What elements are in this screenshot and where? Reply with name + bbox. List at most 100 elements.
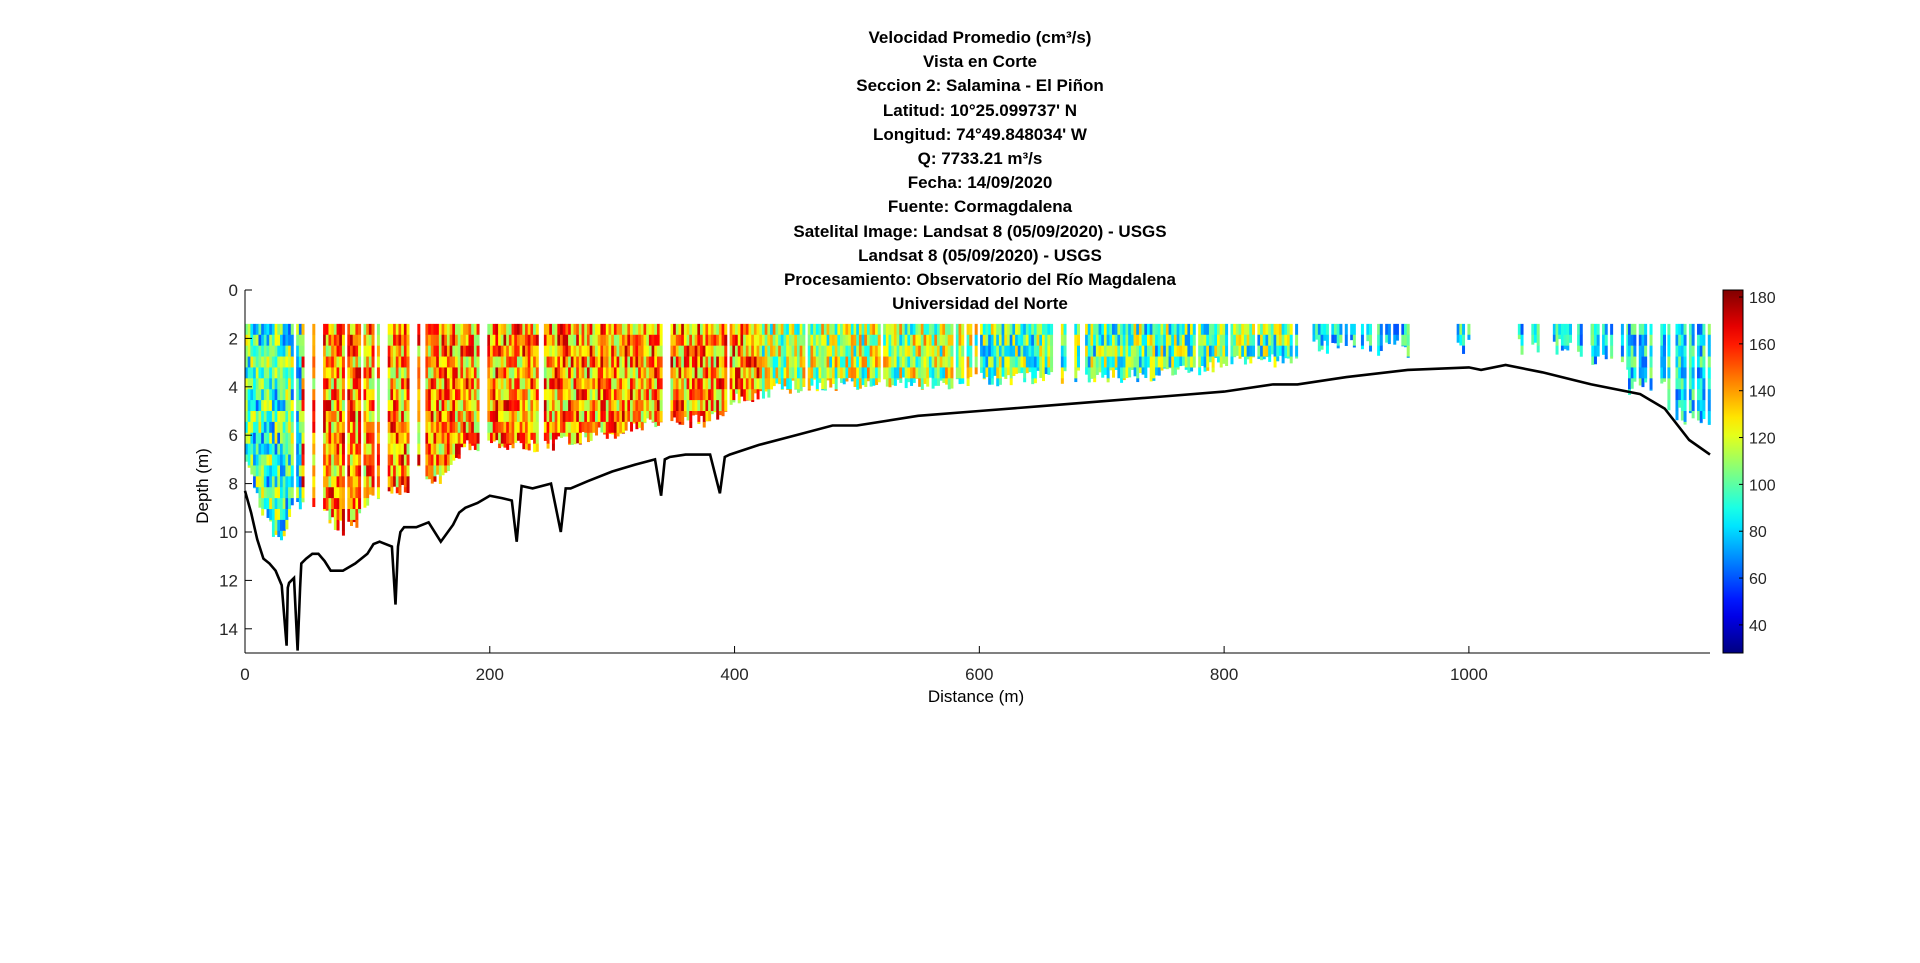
velocity-cell bbox=[1707, 400, 1711, 412]
velocity-cell bbox=[891, 367, 895, 379]
velocity-cell bbox=[473, 432, 477, 444]
velocity-cell bbox=[1295, 356, 1299, 359]
velocity-cell bbox=[780, 334, 784, 346]
velocity-cell bbox=[393, 411, 397, 423]
velocity-cell bbox=[1200, 323, 1204, 336]
velocity-cell bbox=[1114, 334, 1118, 346]
velocity-cell bbox=[1680, 323, 1684, 336]
velocity-cell bbox=[783, 334, 787, 346]
velocity-cell bbox=[1459, 323, 1463, 336]
velocity-cell bbox=[737, 334, 741, 346]
velocity-cell bbox=[821, 367, 825, 379]
velocity-cell bbox=[568, 411, 572, 423]
velocity-cell bbox=[1620, 334, 1624, 346]
velocity-cell bbox=[834, 345, 838, 357]
velocity-cell bbox=[635, 334, 639, 346]
velocity-cell bbox=[829, 367, 833, 379]
velocity-cell bbox=[578, 432, 582, 444]
velocity-cell bbox=[568, 421, 572, 434]
velocity-cell bbox=[511, 378, 515, 390]
velocity-cell bbox=[393, 454, 397, 466]
velocity-cell bbox=[352, 465, 356, 477]
velocity-cell bbox=[619, 378, 623, 390]
velocity-cell bbox=[796, 356, 800, 368]
velocity-cell bbox=[724, 345, 728, 357]
velocity-cell bbox=[1249, 356, 1253, 364]
velocity-cell bbox=[328, 443, 332, 455]
velocity-cell bbox=[290, 356, 294, 368]
velocity-cell bbox=[608, 411, 612, 423]
velocity-cell bbox=[592, 421, 596, 433]
velocity-cell bbox=[1233, 345, 1237, 357]
velocity-cell bbox=[527, 432, 531, 444]
velocity-cell bbox=[681, 323, 685, 336]
velocity-cell bbox=[460, 389, 464, 401]
velocity-cell bbox=[298, 465, 302, 477]
velocity-cell bbox=[1182, 356, 1186, 366]
velocity-cell bbox=[285, 465, 289, 477]
velocity-cell bbox=[578, 378, 582, 390]
velocity-cell bbox=[455, 323, 459, 336]
velocity-cell bbox=[799, 378, 803, 390]
velocity-cell bbox=[514, 323, 518, 336]
velocity-cell bbox=[554, 432, 558, 440]
velocity-cell bbox=[858, 323, 862, 336]
velocity-cell bbox=[740, 367, 744, 379]
velocity-cell bbox=[1225, 323, 1229, 336]
velocity-cell bbox=[961, 345, 965, 357]
velocity-cell bbox=[441, 411, 445, 423]
velocity-cell bbox=[530, 345, 534, 357]
velocity-cell bbox=[621, 334, 625, 346]
velocity-cell bbox=[1246, 323, 1250, 336]
velocity-cell bbox=[245, 421, 248, 434]
velocity-cell bbox=[285, 432, 289, 444]
velocity-cell bbox=[363, 421, 367, 434]
velocity-cell bbox=[592, 411, 596, 423]
velocity-cell bbox=[1074, 367, 1078, 379]
velocity-cell bbox=[387, 443, 391, 455]
velocity-cell bbox=[406, 432, 410, 444]
velocity-cell bbox=[1063, 334, 1067, 346]
velocity-cell bbox=[866, 323, 870, 336]
velocity-cell bbox=[339, 454, 343, 466]
velocity-cell bbox=[487, 334, 491, 346]
velocity-cell bbox=[498, 378, 502, 390]
velocity-cell bbox=[1074, 356, 1078, 368]
velocity-cell bbox=[608, 345, 612, 357]
velocity-cell bbox=[277, 465, 281, 477]
velocity-cell bbox=[245, 345, 248, 357]
velocity-cell bbox=[282, 432, 286, 444]
velocity-cell bbox=[341, 378, 345, 390]
velocity-cell bbox=[1265, 323, 1269, 336]
velocity-cell bbox=[605, 400, 609, 412]
velocity-cell bbox=[428, 400, 432, 412]
velocity-cell bbox=[1246, 356, 1250, 360]
velocity-cell bbox=[683, 367, 687, 379]
velocity-cell bbox=[355, 487, 359, 499]
velocity-cell bbox=[549, 345, 553, 357]
velocity-cell bbox=[670, 367, 674, 379]
velocity-cell bbox=[993, 367, 997, 376]
velocity-cell bbox=[635, 378, 639, 390]
velocity-cell bbox=[630, 345, 634, 357]
velocity-cell bbox=[325, 411, 329, 423]
velocity-cell bbox=[1555, 323, 1559, 336]
velocity-cell bbox=[560, 421, 564, 434]
velocity-cell bbox=[985, 323, 989, 336]
velocity-cell bbox=[333, 443, 337, 455]
velocity-cell bbox=[258, 378, 262, 390]
velocity-cell bbox=[1165, 356, 1169, 368]
velocity-cell bbox=[255, 334, 259, 346]
velocity-cell bbox=[1678, 356, 1682, 368]
velocity-cell bbox=[829, 345, 833, 357]
velocity-cell bbox=[530, 432, 534, 440]
velocity-cell bbox=[250, 421, 254, 434]
velocity-cell bbox=[603, 378, 607, 390]
velocity-cell bbox=[619, 389, 623, 401]
velocity-cell bbox=[732, 334, 736, 346]
velocity-cell bbox=[1579, 323, 1583, 336]
velocity-cell bbox=[328, 389, 332, 401]
velocity-cell bbox=[1667, 367, 1671, 379]
velocity-cell bbox=[247, 367, 251, 379]
velocity-cell bbox=[250, 378, 254, 390]
